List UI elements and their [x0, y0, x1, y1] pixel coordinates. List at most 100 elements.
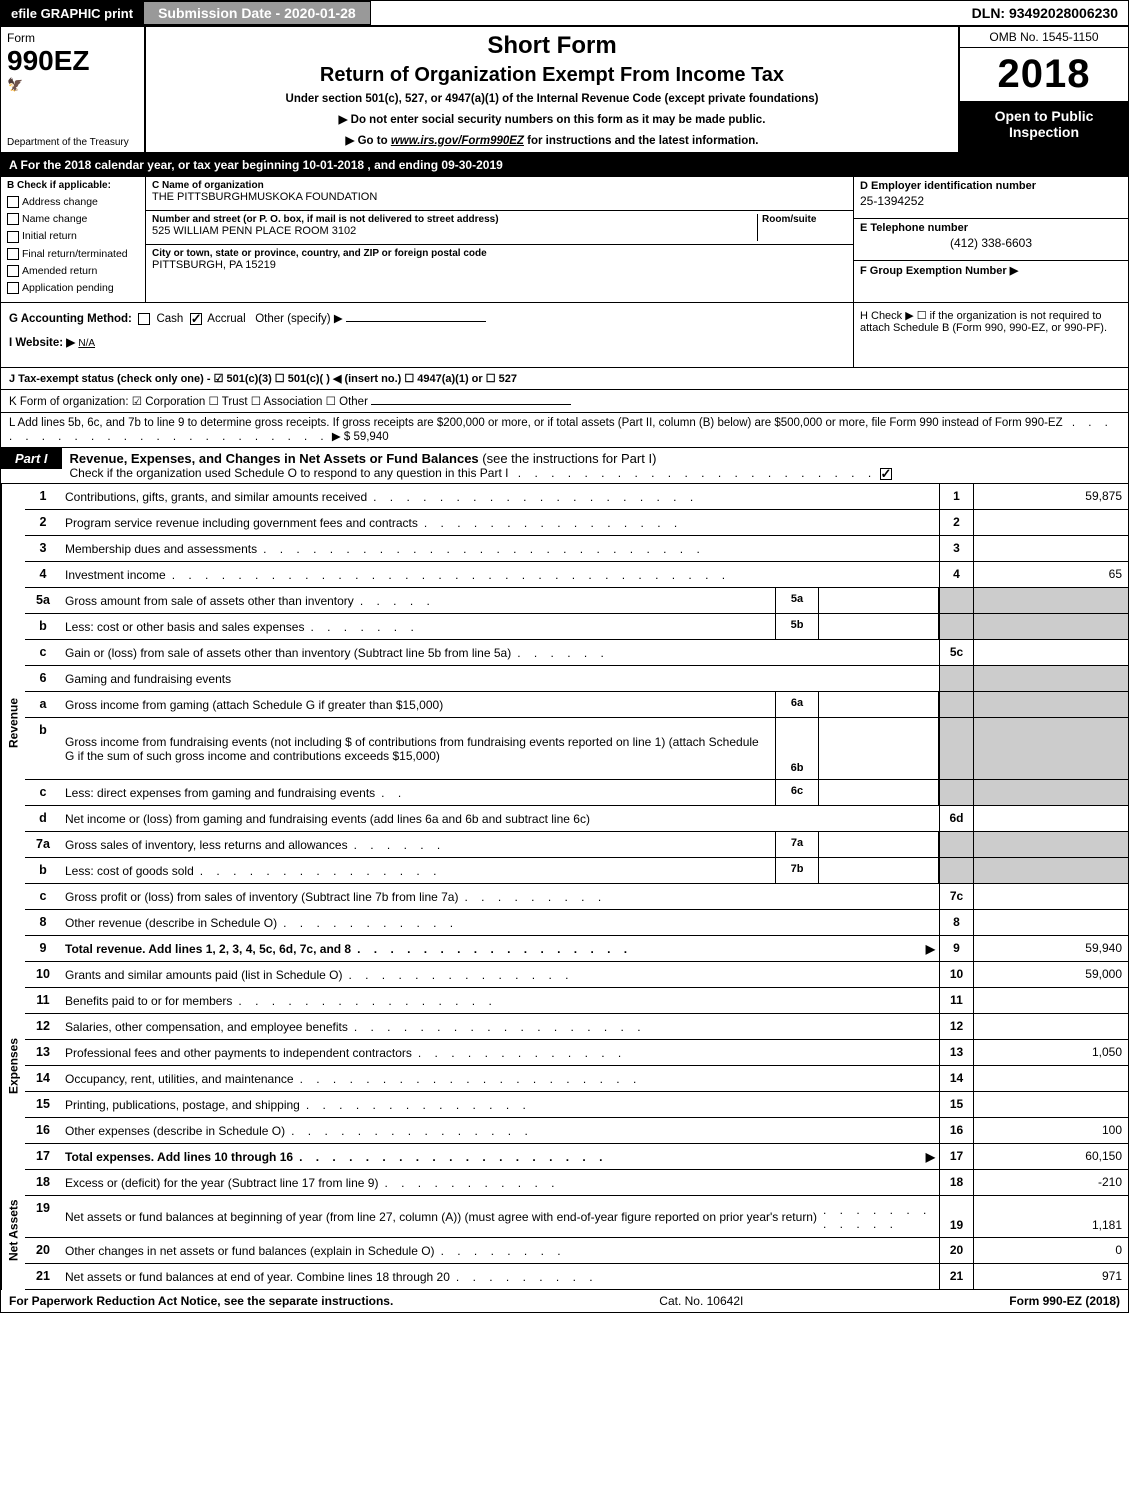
k-text: K Form of organization: ☑ Corporation ☐ … [9, 396, 368, 408]
line-12: 12 Salaries, other compensation, and emp… [25, 1014, 1128, 1040]
goto-post: for instructions and the latest informat… [524, 135, 759, 147]
subtitle-goto: ▶ Go to www.irs.gov/Form990EZ for instru… [154, 133, 950, 147]
line-6c: c Less: direct expenses from gaming and … [25, 780, 1128, 806]
amt-16: 100 [973, 1118, 1128, 1143]
expenses-section: Expenses 10 Grants and similar amounts p… [1, 962, 1128, 1170]
title-block: Form 990EZ 🦅 Department of the Treasury … [1, 27, 1128, 154]
netassets-section: Net Assets 18 Excess or (deficit) for th… [1, 1170, 1128, 1290]
footer-center: Cat. No. 10642I [659, 1294, 743, 1308]
efile-graphic-print: efile GRAPHIC print [1, 1, 143, 25]
amt-11 [973, 988, 1128, 1013]
g-cash: Cash [156, 313, 183, 325]
amt-4: 65 [973, 562, 1128, 587]
line-15: 15 Printing, publications, postage, and … [25, 1092, 1128, 1118]
amt-17: 60,150 [973, 1144, 1128, 1169]
phone-label: E Telephone number [860, 222, 968, 234]
chk-name-change[interactable]: Name change [7, 213, 139, 225]
expenses-side-label: Expenses [1, 962, 25, 1170]
chk-final-return[interactable]: Final return/terminated [7, 248, 139, 260]
g-h-i-block: G Accounting Method: Cash Accrual Other … [1, 303, 1128, 368]
line-13: 13 Professional fees and other payments … [25, 1040, 1128, 1066]
part-i-title-text: Revenue, Expenses, and Changes in Net As… [70, 451, 479, 466]
short-form-title: Short Form [154, 32, 950, 60]
line-1: 1 Contributions, gifts, grants, and simi… [25, 484, 1128, 510]
irs-link[interactable]: www.irs.gov/Form990EZ [391, 135, 524, 147]
amt-1: 59,875 [973, 484, 1128, 509]
subtitle-section: Under section 501(c), 527, or 4947(a)(1)… [154, 93, 950, 105]
amt-7c [973, 884, 1128, 909]
chk-accrual[interactable] [190, 313, 202, 325]
goto-pre: ▶ Go to [346, 135, 391, 147]
chk-app-pending[interactable]: Application pending [7, 282, 139, 294]
top-bar-spacer [371, 1, 962, 25]
amt-19: 1,181 [973, 1196, 1128, 1237]
chk-address-change[interactable]: Address change [7, 196, 139, 208]
period-mid: , and ending [364, 158, 441, 172]
line-10: 10 Grants and similar amounts paid (list… [25, 962, 1128, 988]
part-i-subline: Check if the organization used Schedule … [70, 466, 1120, 480]
line-j: J Tax-exempt status (check only one) - ☑… [1, 368, 1128, 390]
line-6: 6 Gaming and fundraising events [25, 666, 1128, 692]
ein-label: D Employer identification number [860, 180, 1036, 192]
amt-18: -210 [973, 1170, 1128, 1195]
line-i: I Website: ▶ N/A [9, 335, 845, 349]
org-name: THE PITTSBURGHMUSKOKA FOUNDATION [152, 191, 847, 203]
omb-number: OMB No. 1545-1150 [960, 27, 1128, 48]
subtitle-warning: ▶ Do not enter social security numbers o… [154, 112, 950, 126]
amt-21: 971 [973, 1264, 1128, 1289]
amt-10: 59,000 [973, 962, 1128, 987]
amt-2 [973, 510, 1128, 535]
line-11: 11 Benefits paid to or for members. . . … [25, 988, 1128, 1014]
entity-right: D Employer identification number 25-1394… [853, 177, 1128, 302]
amt-14 [973, 1066, 1128, 1091]
line-3: 3 Membership dues and assessments. . . .… [25, 536, 1128, 562]
group-label: F Group Exemption Number ▶ [860, 265, 1018, 277]
section-b-checkboxes: B Check if applicable: Address change Na… [1, 177, 146, 302]
revenue-side-label: Revenue [1, 484, 25, 962]
h-right: H Check ▶ ☐ if the organization is not r… [853, 303, 1128, 367]
chk-cash[interactable] [138, 313, 150, 325]
street-label: Number and street (or P. O. box, if mail… [152, 214, 757, 225]
line-8: 8 Other revenue (describe in Schedule O)… [25, 910, 1128, 936]
l-amount: ▶ $ 59,940 [332, 431, 389, 443]
g-other: Other (specify) ▶ [255, 313, 342, 325]
period-begin: 10-01-2018 [303, 158, 364, 172]
city-value: PITTSBURGH, PA 15219 [152, 259, 847, 271]
form-number-box: Form 990EZ 🦅 Department of the Treasury [1, 27, 146, 152]
h-text: H Check ▶ ☐ if the organization is not r… [860, 310, 1107, 334]
line-6d: d Net income or (loss) from gaming and f… [25, 806, 1128, 832]
main-title: Return of Organization Exempt From Incom… [154, 64, 950, 87]
org-name-label: C Name of organization [152, 180, 847, 191]
entity-center: C Name of organization THE PITTSBURGHMUS… [146, 177, 853, 302]
period-pre: A For the 2018 calendar year, or tax yea… [9, 158, 303, 172]
chk-amended-return[interactable]: Amended return [7, 265, 139, 277]
footer-right: Form 990-EZ (2018) [1009, 1294, 1120, 1308]
amt-15 [973, 1092, 1128, 1117]
line-7a: 7a Gross sales of inventory, less return… [25, 832, 1128, 858]
form-word: Form [7, 31, 138, 45]
street-cell: Number and street (or P. O. box, if mail… [146, 211, 853, 245]
line-14: 14 Occupancy, rent, utilities, and maint… [25, 1066, 1128, 1092]
line-9: 9 Total revenue. Add lines 1, 2, 3, 4, 5… [25, 936, 1128, 962]
line-l: L Add lines 5b, 6c, and 7b to line 9 to … [1, 413, 1128, 448]
line-17: 17 Total expenses. Add lines 10 through … [25, 1144, 1128, 1170]
line-5b: b Less: cost or other basis and sales ex… [25, 614, 1128, 640]
chk-initial-return[interactable]: Initial return [7, 230, 139, 242]
part-i-badge: Part I [1, 448, 62, 469]
chk-schedule-o[interactable] [880, 468, 892, 480]
amt-9: 59,940 [973, 936, 1128, 961]
city-label: City or town, state or province, country… [152, 248, 847, 259]
netassets-side-label: Net Assets [1, 1170, 25, 1290]
line-7b: b Less: cost of goods sold. . . . . . . … [25, 858, 1128, 884]
i-value: N/A [78, 338, 95, 349]
g-label: G Accounting Method: [9, 313, 132, 325]
revenue-body: 1 Contributions, gifts, grants, and simi… [25, 484, 1128, 962]
tax-year: 2018 [960, 48, 1128, 102]
part-i-paren: (see the instructions for Part I) [479, 451, 657, 466]
period-text: A For the 2018 calendar year, or tax yea… [1, 154, 1128, 176]
l-text: L Add lines 5b, 6c, and 7b to line 9 to … [9, 417, 1063, 429]
expenses-body: 10 Grants and similar amounts paid (list… [25, 962, 1128, 1170]
line-18: 18 Excess or (deficit) for the year (Sub… [25, 1170, 1128, 1196]
line-6b: b Gross income from fundraising events (… [25, 718, 1128, 780]
phone-cell: E Telephone number (412) 338-6603 [854, 219, 1128, 261]
